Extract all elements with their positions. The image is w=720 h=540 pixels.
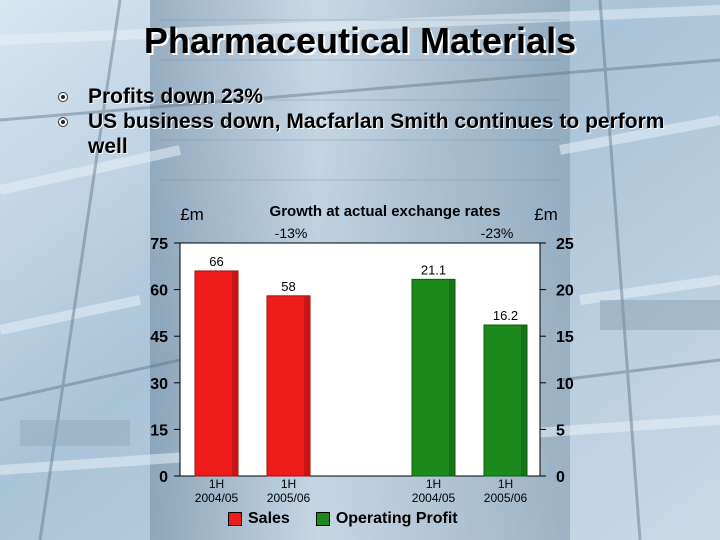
bar-value-label: 16.2	[493, 308, 518, 323]
left-axis-tick-label: 0	[159, 469, 168, 486]
chart-legend: Sales Operating Profit	[228, 508, 484, 530]
legend-label-sales: Sales	[248, 510, 290, 527]
bar-value-label: 21.1	[421, 262, 446, 277]
bar-shade	[449, 279, 455, 476]
growth-label: -23%	[481, 225, 514, 241]
x-axis-tick-label: 1H	[281, 477, 296, 491]
legend-item-sales: Sales	[228, 510, 290, 528]
right-axis-tick-label: 0	[556, 469, 565, 486]
x-axis-tick-label: 2005/06	[267, 491, 311, 505]
bullet-list: Profits down 23% US business down, Macfa…	[58, 84, 698, 159]
bullet-text: US business down, Macfarlan Smith contin…	[88, 110, 665, 158]
x-axis-tick-label: 1H	[209, 477, 224, 491]
bar-shade	[232, 270, 238, 476]
legend-item-operating-profit: Operating Profit	[315, 510, 458, 528]
legend-swatch-sales	[228, 512, 242, 526]
left-axis-tick-label: 15	[150, 422, 168, 439]
left-axis-tick-label: 30	[150, 376, 168, 393]
chart-subtitle: Growth at actual exchange rates	[270, 203, 501, 220]
right-axis-tick-label: 15	[556, 329, 574, 346]
legend-swatch-operating-profit	[315, 512, 330, 526]
bar-value-label: 66	[209, 254, 223, 269]
left-axis-tick-label: 75	[150, 236, 168, 253]
x-axis-tick-label: 2004/05	[195, 491, 239, 505]
bullet-text: Profits down 23%	[88, 85, 264, 108]
bar-value-label: 58	[281, 279, 295, 294]
left-axis-tick-label: 60	[150, 283, 168, 300]
bar-shade	[304, 295, 310, 476]
left-axis-unit: £m	[180, 205, 204, 224]
operating-profit-bar	[411, 278, 456, 477]
left-axis-tick-label: 45	[150, 329, 168, 346]
right-axis-unit: £m	[534, 205, 558, 224]
legend-label-operating-profit: Operating Profit	[335, 510, 458, 527]
bullet-item: US business down, Macfarlan Smith contin…	[58, 109, 698, 159]
right-axis-tick-label: 10	[556, 376, 574, 393]
x-axis-tick-label: 2004/05	[412, 491, 456, 505]
right-axis-tick-label: 25	[556, 236, 574, 253]
sales-bar	[266, 295, 311, 477]
growth-label: -13%	[275, 225, 308, 241]
x-axis-tick-label: 2005/06	[484, 491, 528, 505]
bullet-icon	[58, 92, 68, 102]
right-axis-tick-label: 20	[556, 283, 574, 300]
page-title: Pharmaceutical Materials	[143, 20, 577, 61]
operating-profit-bar	[483, 324, 528, 477]
bullet-icon	[58, 117, 68, 127]
plot-area	[179, 242, 541, 477]
bar-shade	[521, 325, 527, 476]
bullet-item: Profits down 23%	[58, 84, 698, 109]
sales-bar	[194, 270, 239, 477]
right-axis-tick-label: 5	[556, 422, 565, 439]
x-axis-tick-label: 1H	[498, 477, 513, 491]
x-axis-tick-label: 1H	[426, 477, 441, 491]
